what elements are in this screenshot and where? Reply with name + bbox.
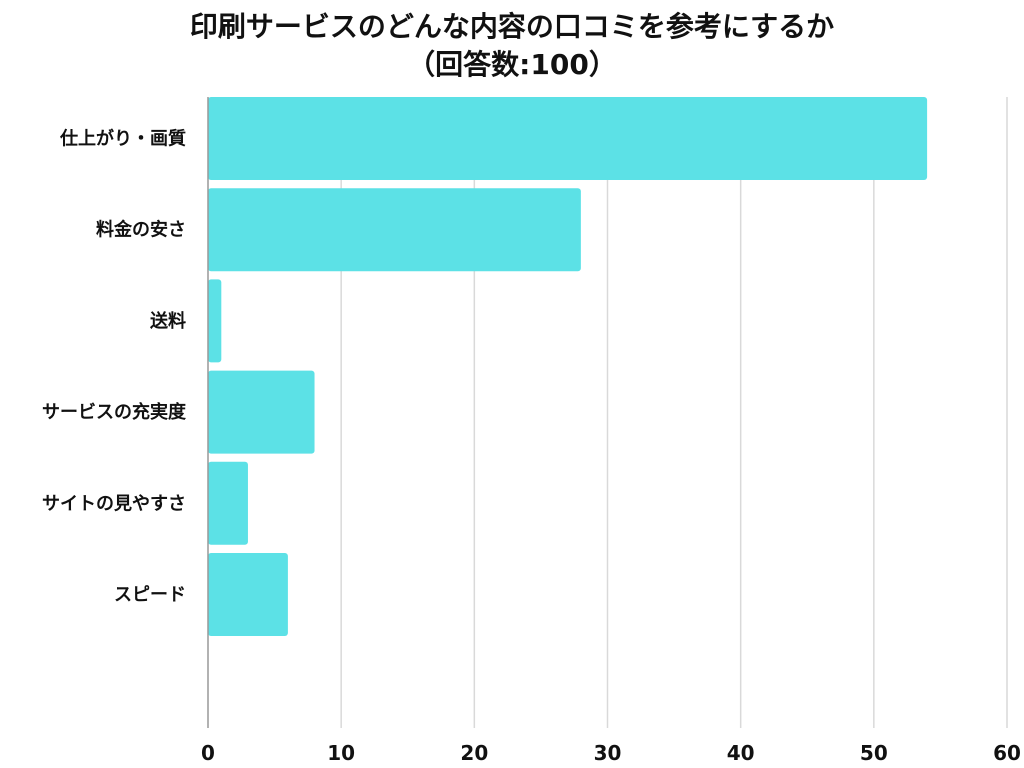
category-label-1: 仕上がり・画質 bbox=[59, 128, 186, 150]
bar-6 bbox=[208, 553, 288, 636]
x-tick-label-40: 40 bbox=[727, 741, 755, 765]
category-label-4: サービスの充実度 bbox=[42, 401, 187, 423]
category-label-3: 送料 bbox=[149, 310, 186, 332]
x-tick-label-20: 20 bbox=[460, 741, 488, 765]
x-tick-label-30: 30 bbox=[594, 741, 622, 765]
bar-1 bbox=[208, 97, 928, 180]
chart-title: 印刷サービスのどんな内容の口コミを参考にするか bbox=[189, 10, 835, 43]
bar-3 bbox=[208, 279, 222, 363]
category-label-6: スピード bbox=[114, 585, 186, 606]
x-tick-label-60: 60 bbox=[993, 741, 1021, 765]
tick-labels: 0 10 20 30 40 50 60 bbox=[201, 741, 1021, 765]
x-tick-label-0: 0 bbox=[201, 741, 215, 765]
bar-4 bbox=[208, 370, 315, 454]
bars bbox=[208, 97, 928, 636]
bar-5 bbox=[208, 461, 248, 545]
x-tick-label-50: 50 bbox=[860, 741, 888, 765]
category-label-2: 料金の安さ bbox=[96, 219, 186, 241]
chart-subtitle: （回答数:100） bbox=[407, 48, 617, 81]
chart-title-block: 印刷サービスのどんな内容の口コミを参考にするか （回答数:100） bbox=[0, 8, 1024, 84]
x-tick-label-10: 10 bbox=[327, 741, 355, 765]
bar-2 bbox=[208, 188, 581, 272]
category-label-5: サイトの見やすさ bbox=[42, 493, 186, 514]
